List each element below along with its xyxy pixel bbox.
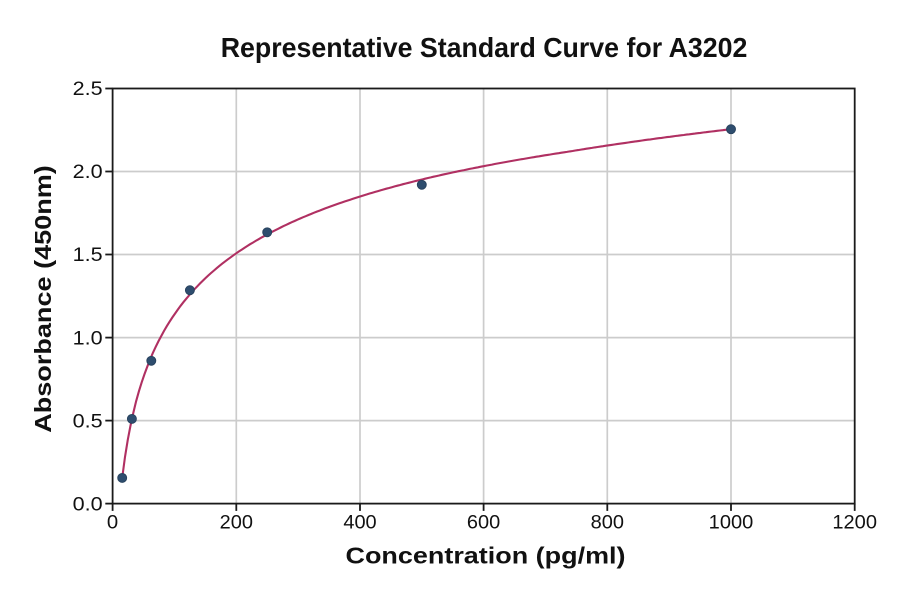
svg-text:2.0: 2.0	[73, 162, 103, 183]
svg-text:600: 600	[467, 513, 500, 534]
svg-text:Absorbance (450nm): Absorbance (450nm)	[30, 165, 56, 433]
svg-text:1000: 1000	[709, 513, 754, 534]
svg-text:0: 0	[107, 513, 118, 534]
svg-text:2.5: 2.5	[73, 79, 103, 100]
svg-text:0.5: 0.5	[73, 411, 103, 432]
svg-text:1.5: 1.5	[73, 245, 103, 266]
svg-text:1200: 1200	[832, 513, 877, 534]
svg-text:Representative Standard Curve: Representative Standard Curve for A3202	[221, 32, 748, 63]
svg-text:1.0: 1.0	[73, 328, 103, 349]
svg-text:Concentration (pg/ml): Concentration (pg/ml)	[346, 543, 626, 569]
svg-text:0.0: 0.0	[73, 494, 103, 515]
svg-text:200: 200	[220, 513, 253, 534]
svg-text:800: 800	[591, 513, 624, 534]
svg-text:400: 400	[343, 513, 376, 534]
